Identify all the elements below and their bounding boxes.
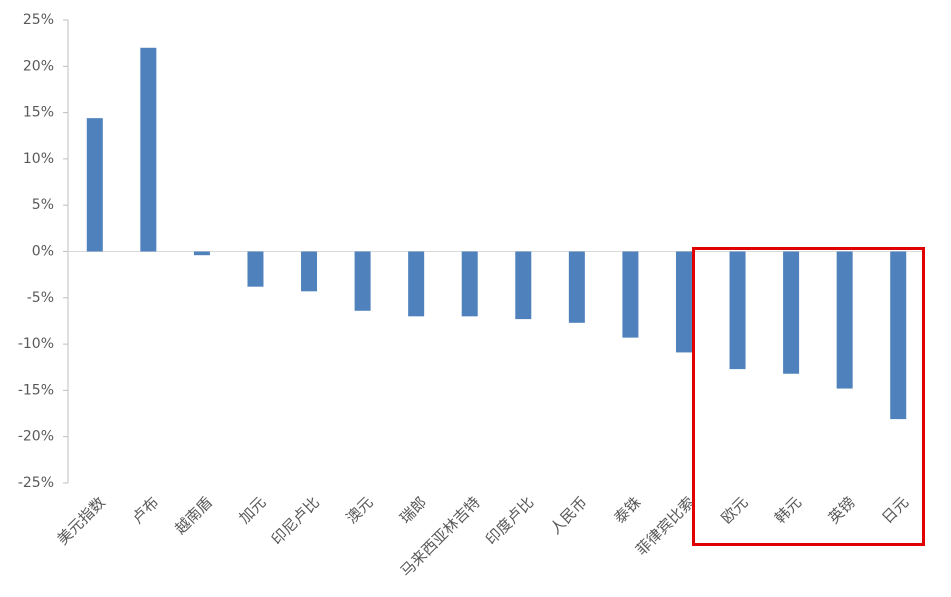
bar (247, 251, 264, 287)
bar (568, 251, 585, 323)
y-tick-label: 0% (32, 244, 54, 260)
y-tick-label: 10% (23, 151, 54, 167)
x-tick-label: 瑞郎 (396, 493, 430, 527)
y-tick-label: 15% (23, 105, 54, 121)
x-tick-label: 人民币 (546, 493, 591, 538)
bar (783, 251, 800, 374)
x-tick-label: 菲律宾比索 (632, 493, 698, 559)
y-tick-label: -10% (18, 336, 54, 352)
bar (622, 251, 639, 338)
x-tick-label: 欧元 (718, 493, 752, 527)
bar (301, 251, 318, 292)
highlight-box (692, 247, 925, 546)
bar (140, 47, 157, 252)
y-tick-label: -15% (18, 382, 54, 398)
bar (193, 251, 210, 256)
bar (408, 251, 425, 317)
y-tick-label: -5% (27, 290, 54, 306)
y-tick-label: 25% (23, 12, 54, 28)
x-tick-label: 越南盾 (171, 493, 216, 538)
x-tick-label: 韩元 (771, 493, 805, 527)
bar (461, 251, 478, 317)
bar (354, 251, 371, 311)
x-tick-label: 英镑 (825, 493, 859, 527)
x-tick-label: 日元 (878, 493, 912, 527)
bar (890, 251, 907, 420)
bar (729, 251, 746, 370)
bar (836, 251, 853, 389)
y-tick-label: -20% (18, 429, 54, 445)
y-tick-label: 5% (32, 197, 54, 213)
x-tick-label: 卢布 (128, 493, 162, 527)
x-tick-label: 印度卢比 (482, 493, 537, 548)
bar (515, 251, 532, 320)
y-tick-label: 20% (23, 58, 54, 74)
bar (86, 118, 103, 252)
x-tick-label: 加元 (236, 493, 270, 527)
bar (675, 251, 692, 353)
x-tick-label: 澳元 (343, 493, 377, 527)
x-tick-label: 印尼卢比 (268, 493, 323, 548)
x-tick-label: 美元指数 (54, 493, 109, 548)
y-tick-label: -25% (18, 475, 54, 491)
x-tick-label: 泰铢 (610, 493, 644, 527)
